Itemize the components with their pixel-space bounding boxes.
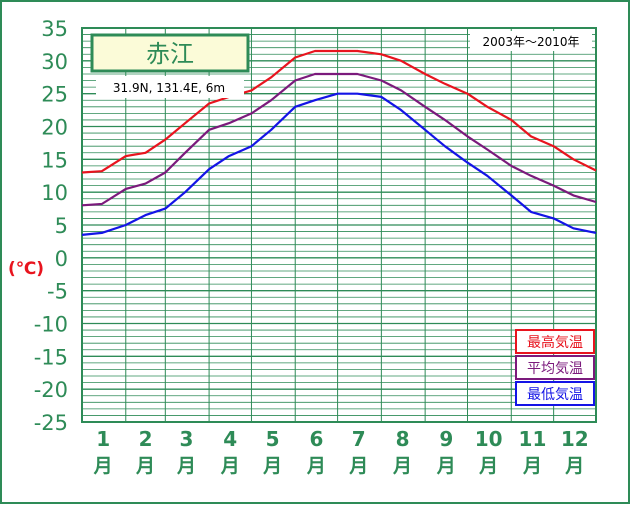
legend-item-box [515, 381, 595, 406]
month-suffix-label: 月 [135, 455, 155, 477]
y-tick-label: 15 [41, 148, 68, 172]
month-suffix-label: 月 [306, 455, 326, 477]
y-tick-label: -10 [34, 313, 68, 337]
series-line [81, 92, 597, 236]
month-suffix-label: 月 [522, 455, 542, 477]
legend-item-label: 平均気温 [527, 361, 583, 377]
month-number-label: 9 [439, 427, 453, 451]
y-tick-label: 25 [41, 83, 68, 107]
month-number-label: 11 [519, 427, 547, 451]
y-tick-label: 5 [55, 214, 68, 238]
y-tick-label: 0 [55, 247, 68, 271]
month-number-label: 12 [561, 427, 589, 451]
y-tick-label: -15 [34, 345, 68, 369]
month-number-label: 1 [96, 427, 110, 451]
y-tick-labels: 35 30 25 20 15 10 5 0 -5 -10 -15 -20 -25 [34, 17, 68, 435]
observation-period: 2003年～2010年 [482, 35, 579, 49]
y-tick-label: 35 [41, 17, 68, 41]
series-line [81, 72, 597, 207]
month-number-label: 5 [266, 427, 280, 451]
legend-item-box [515, 355, 595, 380]
month-suffix-label: 月 [564, 455, 584, 477]
month-number-label: 7 [352, 427, 366, 451]
station-location: 31.9N, 131.4E, 6m [113, 81, 225, 95]
y-tick-label: 20 [41, 116, 68, 140]
month-suffix-label: 月 [220, 455, 240, 477]
y-axis-label: (℃) [8, 259, 44, 279]
month-suffix-label: 月 [392, 455, 412, 477]
y-tick-label: -25 [34, 411, 68, 435]
month-suffix-label: 月 [176, 455, 196, 477]
month-number-label: 3 [180, 427, 194, 451]
period-box [470, 31, 592, 51]
month-suffix-label: 月 [262, 455, 282, 477]
y-tick-label: -20 [34, 378, 68, 402]
month-number-label: 4 [223, 427, 237, 451]
month-suffix-label: 月 [478, 455, 498, 477]
y-tick-label: 10 [41, 181, 68, 205]
month-number-label: 6 [309, 427, 323, 451]
y-tick-label: 30 [41, 50, 68, 74]
y-tick-label: -5 [47, 280, 68, 304]
location-box [96, 76, 244, 98]
series-line [81, 49, 597, 174]
legend-item-label: 最低気温 [527, 387, 583, 403]
station-name: 赤江 [146, 40, 194, 68]
month-number-label: 10 [475, 427, 503, 451]
legend-item-label: 最高気温 [527, 334, 583, 351]
gridlines [82, 28, 596, 422]
month-suffix-label: 月 [348, 455, 368, 477]
legend-item-box [515, 329, 595, 354]
month-number-label: 2 [139, 427, 153, 451]
month-suffix-label: 月 [436, 455, 456, 477]
month-suffix-label: 月 [93, 455, 113, 477]
month-number-label: 8 [396, 427, 410, 451]
station-name-box [90, 33, 250, 73]
x-tick-labels: 1 月 2 月 3 月 4 月 5 月 6 月 7 月 8 月 9 月 10 月 11 月 12 月 [93, 427, 589, 477]
series-lines [81, 49, 597, 236]
